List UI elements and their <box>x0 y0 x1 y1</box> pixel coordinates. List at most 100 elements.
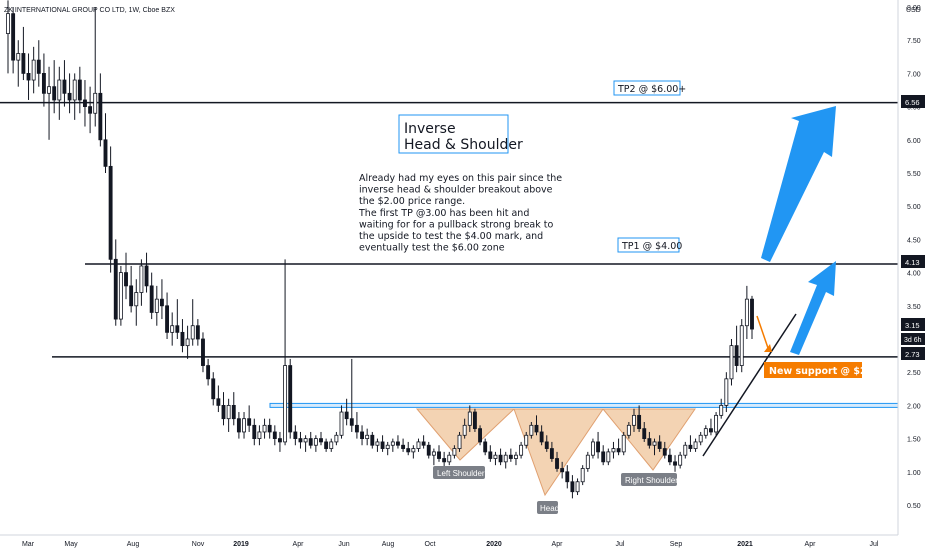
countdown-label: 3d 6h <box>904 337 922 344</box>
label-413: 4.13 <box>905 258 920 267</box>
candle-body <box>283 365 288 443</box>
candle-body <box>390 441 395 446</box>
candle-body <box>195 325 200 340</box>
candle-body <box>57 79 62 101</box>
candle-body <box>652 441 657 446</box>
candle-body <box>231 404 236 420</box>
candle-body <box>498 454 503 463</box>
x-tick-label: 2020 <box>486 541 502 548</box>
right-shoulder-label: Right Shoulder <box>625 476 678 485</box>
candle-body <box>508 454 513 459</box>
candle-body <box>503 454 508 463</box>
x-tick-label: Aug <box>127 541 140 548</box>
description-line: Already had my eyes on this pair since t… <box>359 173 562 184</box>
candle-body <box>72 79 77 101</box>
candle-body <box>185 338 190 347</box>
candle-body <box>329 441 334 449</box>
tp2-label: TP2 @ $6.00+ <box>617 84 686 95</box>
description-line: the upside to test the $4.00 mark, and <box>359 231 543 242</box>
candle-body <box>709 428 713 433</box>
candle-body <box>698 434 703 443</box>
y-tick-label: 0.50 <box>907 503 921 510</box>
candle-body <box>693 441 698 449</box>
candle-body <box>339 411 344 436</box>
countdown-box <box>901 333 925 345</box>
candle-body <box>298 438 303 443</box>
candle-body <box>93 92 98 114</box>
y-tick-label: 6.50 <box>907 105 921 112</box>
candle-body <box>657 441 662 449</box>
candle-body <box>154 298 159 313</box>
price-axis: 0.501.001.502.002.503.003.504.004.505.00… <box>897 0 921 535</box>
candle-body <box>149 285 154 313</box>
candle-body <box>278 438 282 443</box>
candle-body <box>41 73 46 94</box>
head-tag <box>537 501 558 514</box>
candle-body <box>462 424 467 436</box>
candle-body <box>190 325 195 340</box>
candle-body <box>411 448 416 453</box>
time-axis: Mar May Aug Nov 2019 Apr Jun Aug Oct 2020 Apr Jul Se… <box>0 534 898 548</box>
description-line: The first TP @3.00 has been hit and <box>358 208 529 219</box>
candle-body <box>621 434 626 453</box>
candle-body <box>549 448 554 459</box>
candle-body <box>555 458 559 469</box>
candle-body <box>529 424 534 436</box>
candle-body <box>380 441 385 449</box>
candle-body <box>703 428 708 436</box>
candle-body <box>26 73 31 81</box>
candle-body <box>360 431 364 439</box>
candle-body <box>442 458 447 463</box>
new-support-box <box>764 362 862 378</box>
x-tick-label: Nov <box>192 541 205 548</box>
candle-body <box>626 424 631 436</box>
x-tick-label: Apr <box>805 541 817 548</box>
y-tick-label: 6.00 <box>907 138 921 145</box>
candle-body <box>103 139 108 167</box>
tp2-box <box>613 80 681 96</box>
left-shoulder-tag <box>433 466 485 479</box>
last-price-box <box>901 318 925 331</box>
label-273: 2.73 <box>905 350 920 359</box>
candle-body <box>647 438 652 446</box>
candle-body <box>118 272 123 320</box>
candle-body <box>252 424 257 440</box>
candle-body <box>637 414 642 430</box>
label-656-box <box>901 95 925 108</box>
candle-body <box>226 404 231 420</box>
description-line: waiting for for a pullback strong break … <box>359 219 553 230</box>
candle-body <box>431 451 436 456</box>
candle-body <box>416 441 421 449</box>
candle-body <box>206 365 211 380</box>
y-tick-label: 5.00 <box>907 204 921 211</box>
x-tick-label: Aug <box>382 541 395 548</box>
y-tick-label: 1.00 <box>907 470 921 477</box>
candle-body <box>159 298 164 307</box>
tp1-arrow <box>790 261 836 355</box>
x-tick-label: Mar <box>22 541 35 548</box>
candle-body <box>236 418 241 433</box>
candle-body <box>585 454 590 469</box>
candle-body <box>457 434 462 449</box>
candle-body <box>565 471 570 483</box>
candle-body <box>288 365 293 433</box>
y-tick-label: 7.00 <box>907 71 921 78</box>
pullback-arrowhead <box>764 344 772 352</box>
y-tick-label: 7.50 <box>907 38 921 45</box>
candle-body <box>519 444 524 456</box>
candle-body <box>426 444 431 456</box>
candle-body <box>67 92 72 101</box>
label-656: 6.56 <box>905 98 920 107</box>
candle-body <box>493 454 498 459</box>
x-tick-label: Jul <box>870 541 879 548</box>
candle-body <box>734 345 739 366</box>
candle-body <box>6 13 10 34</box>
candle-body <box>452 448 457 456</box>
candle-body <box>170 325 175 333</box>
candle-body <box>165 305 170 333</box>
candle-body <box>606 451 611 463</box>
candle-body <box>683 444 688 456</box>
candle-body <box>124 272 128 287</box>
head-label: Head <box>540 504 559 513</box>
